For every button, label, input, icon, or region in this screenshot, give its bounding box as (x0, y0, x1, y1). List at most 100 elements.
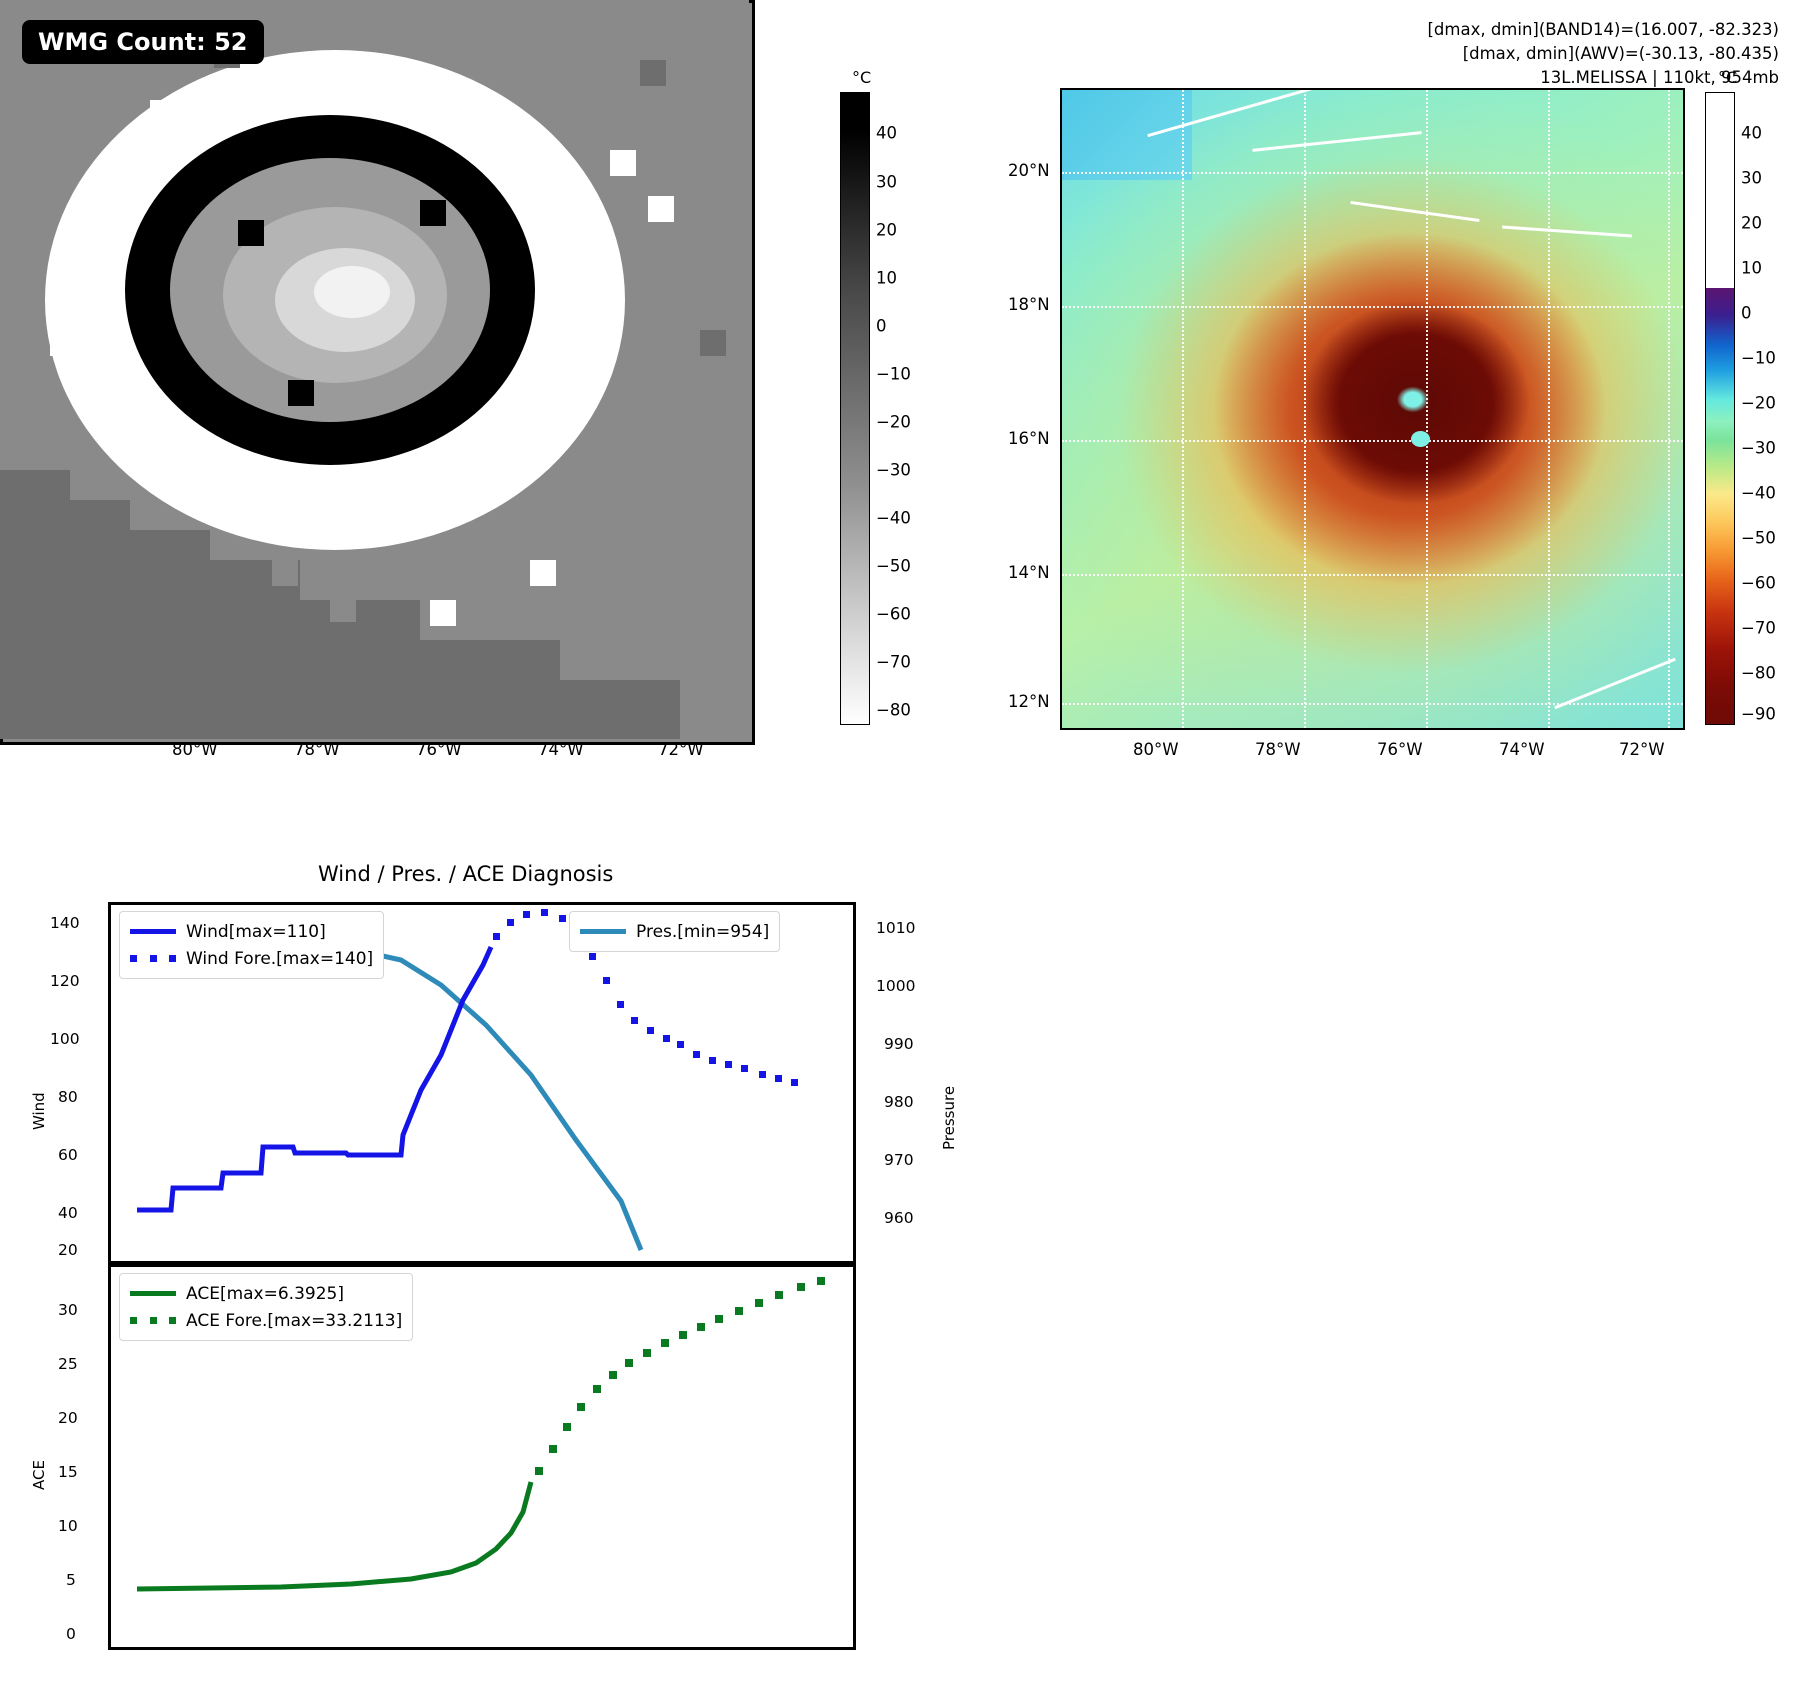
awv-gridline-12n (1062, 703, 1683, 705)
awv-cold-corner (1062, 90, 1192, 180)
ace-ytick: 10 (58, 1517, 78, 1535)
awv-cb-tick: −40 (1741, 483, 1776, 503)
awv-cb-tick: −10 (1741, 348, 1776, 368)
legend-label: Wind Fore.[max=140] (186, 948, 374, 969)
wmg-count-badge: WMG Count: 52 (22, 20, 264, 64)
legend-label: ACE[max=6.3925] (186, 1283, 344, 1304)
pressure-ytick: 1010 (876, 919, 916, 937)
awv-gridline-76w (1426, 90, 1428, 728)
ace-plot (136, 1277, 825, 1592)
enhanced-ir-image[interactable] (1060, 88, 1685, 730)
awv-lon-tick-80w: 80°W (1133, 740, 1179, 759)
ace-chart[interactable]: ACE[max=6.3925] ACE Fore.[max=33.2113] (108, 1264, 856, 1650)
dmax-band14-label: [dmax, dmin](BAND14)=(16.007, -82.323) (1427, 20, 1779, 39)
awv-colorbar (1705, 92, 1735, 725)
ace-ytick: 5 (66, 1571, 76, 1589)
awv-gridline-80w (1182, 90, 1184, 728)
ir-cb-tick: −80 (876, 700, 911, 720)
wmg-speckles-mid (84, 470, 626, 622)
ace-ytick: 0 (66, 1625, 76, 1643)
legend-item-ace: ACE[max=6.3925] (130, 1280, 402, 1307)
ir-cb-tick: −10 (876, 364, 911, 384)
wind-pressure-chart[interactable]: Wind[max=110] Wind Fore.[max=140] Pres.[… (108, 902, 856, 1264)
wmg-pixel-field (0, 0, 749, 739)
awv-cb-tick: −60 (1741, 573, 1776, 593)
ir-cb-tick: 0 (876, 316, 887, 336)
awv-cb-tick: −50 (1741, 528, 1776, 548)
dmax-awv-label: [dmax, dmin](AWV)=(-30.13, -80.435) (1462, 43, 1779, 63)
awv-gridline-14n (1062, 574, 1683, 576)
wmg-eye-core (314, 266, 390, 318)
ir-cb-tick: −70 (876, 652, 911, 672)
ace-forecast-dots (535, 1277, 825, 1475)
awv-gridline-18n (1062, 306, 1683, 308)
awv-cb-tick: 30 (1741, 168, 1762, 188)
awv-lat-tick-16n: 16°N (1008, 429, 1050, 448)
ir-lon-tick-74w: 74°W (538, 740, 584, 759)
wmg-speckles-black (238, 200, 446, 406)
pressure-legend: Pres.[min=954] (569, 911, 781, 952)
wmg-classification-image[interactable]: WMG Count: 52 (0, 0, 755, 745)
wind-series-line (137, 945, 494, 1213)
wind-ytick: 40 (58, 1204, 78, 1222)
awv-gridline-16n (1062, 440, 1683, 442)
awv-gridline-20n (1062, 172, 1683, 174)
awv-cb-tick: 40 (1741, 123, 1762, 143)
awv-cb-tick: −70 (1741, 618, 1776, 638)
ir-cb-tick: 10 (876, 268, 897, 288)
pressure-ytick: 990 (884, 1035, 914, 1053)
wind-axis-label: Wind (30, 1092, 48, 1130)
wind-forecast-dots (493, 909, 798, 1086)
legend-label: ACE Fore.[max=33.2113] (186, 1310, 403, 1331)
awv-cb-tick: −20 (1741, 393, 1776, 413)
awv-lat-tick-12n: 12°N (1008, 692, 1050, 711)
legend-item-wind: Wind[max=110] (130, 918, 373, 945)
awv-cb-tick: −30 (1741, 438, 1776, 458)
wind-ytick: 140 (50, 914, 80, 932)
pressure-ytick: 960 (884, 1209, 914, 1227)
legend-item-wind-forecast: Wind Fore.[max=140] (130, 945, 373, 972)
awv-cb-tick: 10 (1741, 258, 1762, 278)
ace-legend: ACE[max=6.3925] ACE Fore.[max=33.2113] (119, 1273, 414, 1341)
pressure-axis-label: Pressure (940, 1085, 958, 1150)
pressure-ytick: 1000 (876, 977, 916, 995)
solid-line-icon (130, 929, 186, 934)
awv-lon-tick-74w: 74°W (1499, 740, 1545, 759)
ir-cb-tick: −60 (876, 604, 911, 624)
dotted-line-icon (130, 1317, 186, 1324)
wind-ytick: 60 (58, 1146, 78, 1164)
ace-ytick: 15 (58, 1463, 78, 1481)
ir-cb-tick: −30 (876, 460, 911, 480)
ir-colorbar-unit: °C (852, 68, 872, 87)
ir-lon-tick-78w: 78°W (294, 740, 340, 759)
storm-summary-label: 13L.MELISSA | 110kt, 954mb (1540, 67, 1779, 87)
dotted-line-icon (130, 955, 186, 962)
ir-lon-tick-72w: 72°W (658, 740, 704, 759)
awv-cb-tick: 0 (1741, 303, 1752, 323)
ir-cb-tick: −20 (876, 412, 911, 432)
ace-series-line (136, 1481, 534, 1592)
wind-ytick: 20 (58, 1241, 78, 1259)
diagnosis-chart-title: Wind / Pres. / ACE Diagnosis (318, 862, 614, 886)
legend-item-pressure: Pres.[min=954] (580, 918, 769, 945)
ace-ytick: 25 (58, 1355, 78, 1373)
ir-cb-tick: 20 (876, 220, 897, 240)
wind-ytick: 120 (50, 972, 80, 990)
ir-cb-tick: −50 (876, 556, 911, 576)
pressure-ytick: 970 (884, 1151, 914, 1169)
awv-cb-tick: −90 (1741, 704, 1776, 724)
ir-lon-tick-80w: 80°W (172, 740, 218, 759)
awv-cb-tick: −80 (1741, 663, 1776, 683)
ir-lon-tick-76w: 76°W (416, 740, 462, 759)
legend-label: Pres.[min=954] (636, 921, 770, 942)
awv-gridline-72w (1668, 90, 1670, 728)
awv-lon-tick-78w: 78°W (1255, 740, 1301, 759)
solid-line-icon (130, 1291, 186, 1296)
ir-cb-tick: −40 (876, 508, 911, 528)
solid-line-icon (580, 929, 636, 934)
wmg-speckles-white (50, 100, 674, 626)
legend-label: Wind[max=110] (186, 921, 326, 942)
awv-cb-tick: 20 (1741, 213, 1762, 233)
awv-lat-tick-20n: 20°N (1008, 161, 1050, 180)
ir-cb-tick: 30 (876, 172, 897, 192)
